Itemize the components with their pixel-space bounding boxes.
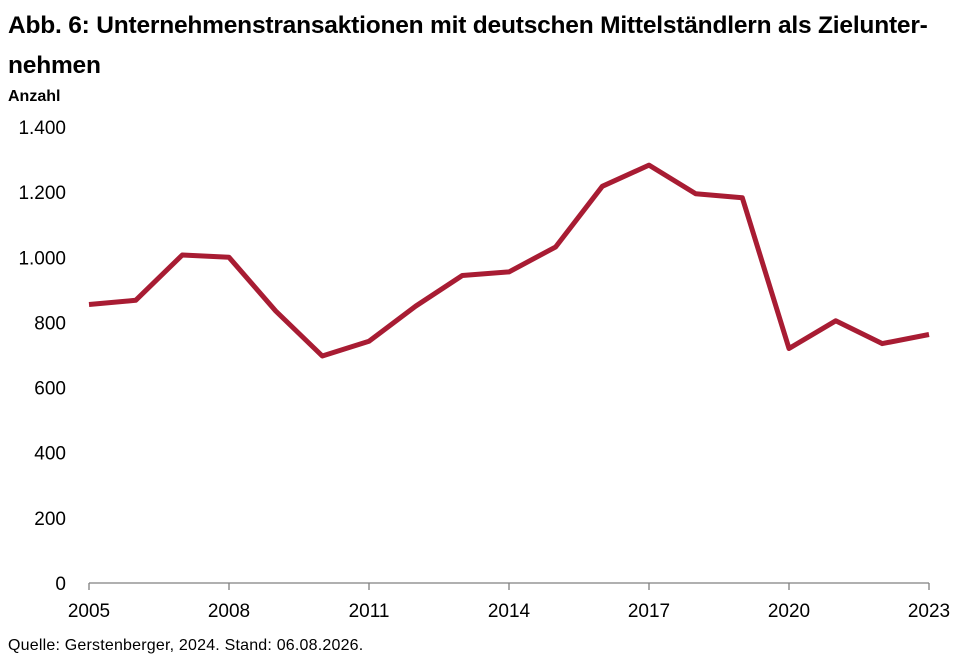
source-note: Quelle: Gerstenberger, 2024. Stand: 06.0… <box>8 637 364 654</box>
y-tick-label: 600 <box>34 379 66 400</box>
x-tick-label: 2014 <box>488 601 531 622</box>
x-tick-label: 2008 <box>208 601 250 622</box>
y-tick-label: 1.400 <box>18 118 66 139</box>
x-tick-label: 2017 <box>628 601 670 622</box>
y-tick-label: 400 <box>34 444 66 465</box>
y-tick-label: 0 <box>55 574 66 595</box>
series-line <box>88 162 930 359</box>
chart-title: Abb. 6: Unternehmenstransaktionen mit de… <box>8 6 968 86</box>
chart-title-line-2: nehmen <box>8 52 101 79</box>
x-tick-label: 2020 <box>768 601 810 622</box>
x-tick-label: 2005 <box>68 601 110 622</box>
chart-title-line-1: Abb. 6: Unternehmenstransaktionen mit de… <box>8 12 928 39</box>
x-tick-label: 2023 <box>908 601 950 622</box>
y-tick-label: 1.000 <box>18 248 66 269</box>
y-axis-label: Anzahl <box>8 88 61 105</box>
x-tick-label: 2011 <box>349 601 390 622</box>
y-tick-label: 1.200 <box>18 183 66 204</box>
y-tick-label: 200 <box>34 509 66 530</box>
y-tick-label: 800 <box>34 313 66 334</box>
